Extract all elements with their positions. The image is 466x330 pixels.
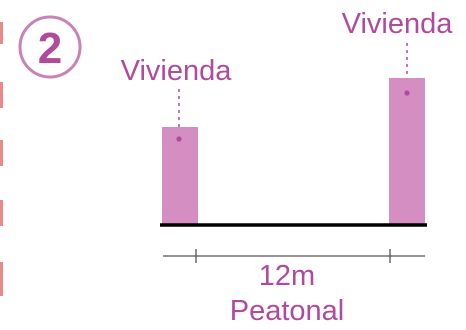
right-leader-dot — [404, 90, 410, 96]
left-building-label: Vivienda — [121, 55, 233, 87]
left-building-block — [162, 127, 198, 225]
edge-dash — [0, 22, 3, 44]
right-building-block — [389, 78, 425, 225]
dimension-line — [163, 249, 425, 263]
edge-dash — [0, 262, 3, 296]
edge-dash — [0, 82, 3, 108]
edge-dash — [0, 140, 3, 166]
right-building: Vivienda — [342, 8, 454, 225]
left-leader-dot — [176, 136, 182, 142]
right-building-label: Vivienda — [342, 8, 454, 40]
step-number: 2 — [38, 24, 62, 73]
edge-dash — [0, 200, 3, 226]
step-badge-circle — [18, 15, 82, 79]
left-edge-dashes — [0, 22, 3, 296]
step-badge: 2 — [18, 15, 82, 79]
left-building: Vivienda — [121, 55, 233, 225]
dimension-value: 12m — [259, 260, 315, 292]
dimension-type: Peatonal — [230, 295, 345, 327]
